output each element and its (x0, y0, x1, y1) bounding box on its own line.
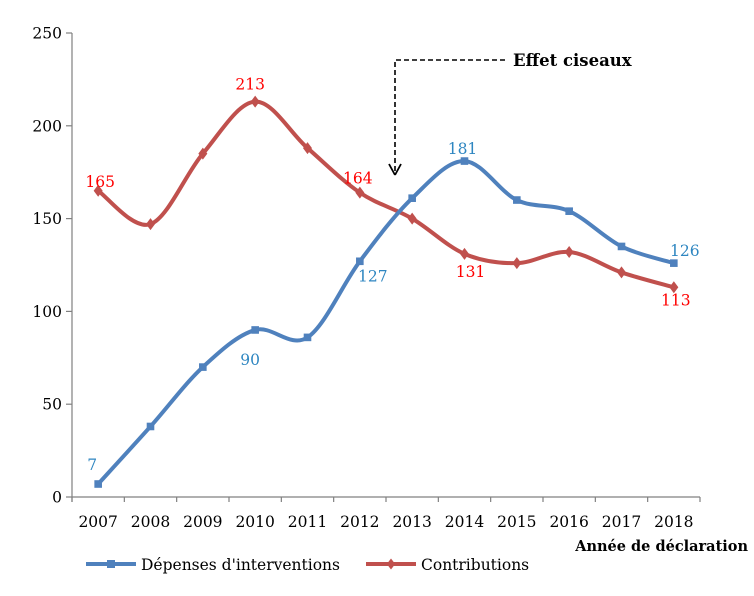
marker-diamond-contributions (93, 184, 103, 197)
data-label-depenses-d-interventions: 181 (448, 140, 478, 158)
marker-diamond-contributions (303, 142, 312, 155)
legend-label-contributions: Contributions (421, 556, 529, 574)
marker-square-depenses-d-interventions (146, 422, 155, 431)
legend: Dépenses d'interventions Contributions (86, 556, 529, 574)
data-label-contributions: 164 (343, 170, 373, 188)
data-label-depenses-d-interventions: 90 (240, 351, 260, 369)
marker-diamond-contributions (460, 247, 469, 260)
x-tick-label: 2008 (131, 513, 170, 531)
y-tick-label: 0 (52, 489, 62, 507)
series-line-depenses-d-interventions (96, 159, 676, 487)
x-tick-label: 2011 (288, 513, 327, 531)
annotation-group: Effet ciseaux (388, 51, 632, 176)
marker-square-depenses-d-interventions (251, 326, 259, 334)
data-labels-layer: 165 213 164 131 113 7 90 127 181 126 (85, 76, 699, 474)
data-label-depenses-d-interventions: 126 (670, 242, 700, 260)
marker-square-depenses-d-interventions (356, 257, 364, 266)
x-tick-label: 2010 (235, 513, 274, 531)
legend-marker-diamond (386, 558, 396, 570)
x-tick-label: 2012 (340, 513, 379, 531)
annotation-arrowhead-down-icon (388, 163, 402, 176)
x-tick-label: 2014 (445, 513, 485, 531)
y-tick-label: 50 (42, 396, 62, 414)
marker-diamond-contributions (617, 266, 626, 279)
x-tick-label: 2007 (78, 513, 117, 531)
marker-diamond-contributions (198, 147, 208, 160)
x-tick-label: 2009 (183, 513, 222, 531)
marker-square-depenses-d-interventions (94, 480, 102, 488)
y-tick-label: 200 (32, 117, 62, 135)
data-label-contributions: 113 (661, 291, 691, 309)
marker-diamond-contributions (564, 246, 574, 259)
marker-diamond-contributions (250, 95, 260, 108)
series-layer (93, 95, 679, 488)
data-label-contributions: 165 (85, 173, 115, 191)
y-tick-label: 250 (32, 25, 62, 43)
x-tick-label: 2016 (549, 513, 588, 531)
marker-square-depenses-d-interventions (513, 196, 521, 204)
marker-square-depenses-d-interventions (565, 207, 573, 215)
data-label-contributions: 131 (456, 263, 486, 281)
marker-diamond-contributions (512, 257, 522, 270)
annotation-arrow-dashed-line (394, 59, 505, 172)
marker-diamond-contributions (355, 186, 365, 199)
legend-label-depenses: Dépenses d'interventions (141, 556, 340, 574)
axes-layer: 0 50 100 150 200 250 2007 2008 2009 2010 2011 2012 2… (32, 25, 701, 531)
y-tick-label: 150 (32, 210, 62, 228)
y-tick-label: 100 (32, 303, 62, 321)
marker-diamond-contributions (146, 218, 155, 231)
data-label-contributions: 213 (235, 76, 265, 94)
marker-square-depenses-d-interventions (303, 333, 312, 342)
data-label-depenses-d-interventions: 127 (358, 267, 388, 285)
marker-square-depenses-d-interventions (617, 242, 626, 251)
marker-square-depenses-d-interventions (670, 259, 678, 267)
marker-diamond-contributions (669, 281, 679, 294)
legend-glyphs (86, 558, 416, 570)
legend-marker-square (107, 560, 115, 568)
marker-square-depenses-d-interventions (199, 363, 207, 371)
data-label-depenses-d-interventions: 7 (87, 456, 97, 474)
x-tick-label: 2015 (497, 513, 536, 531)
annotation-text: Effet ciseaux (513, 51, 632, 70)
marker-square-depenses-d-interventions (460, 157, 469, 165)
series-line-contributions (96, 99, 676, 290)
x-tick-label: 2018 (654, 513, 693, 531)
x-tick-label: 2017 (602, 513, 641, 531)
x-tick-label: 2013 (392, 513, 431, 531)
marker-square-depenses-d-interventions (408, 194, 416, 202)
marker-diamond-contributions (407, 212, 417, 225)
x-axis-title: Année de déclaration (574, 538, 748, 555)
